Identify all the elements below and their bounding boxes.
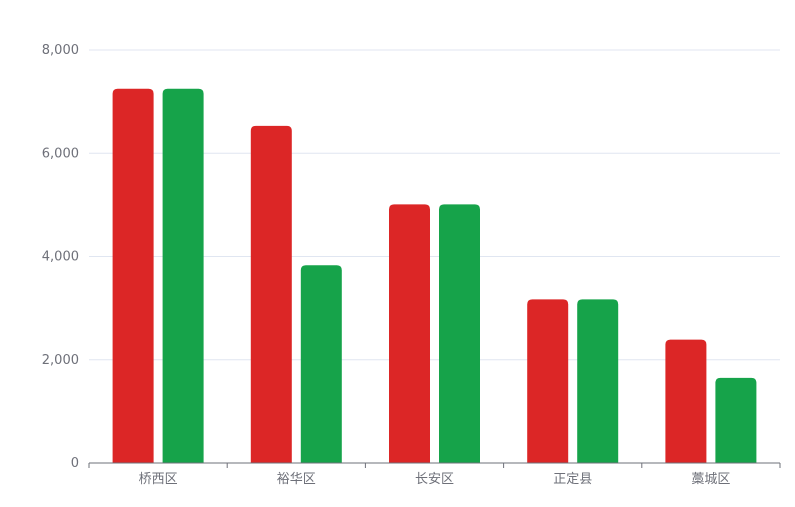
y-axis-tick-labels: 0 2,000 4,000 6,000 8,000 [42, 43, 79, 471]
x-axis [88, 462, 781, 468]
y-tick-label: 0 [71, 456, 79, 471]
x-axis-category-labels: 桥西区 裕华区 长安区 正定县 藁城区 [139, 472, 731, 487]
bar-series-1-3[interactable] [527, 299, 569, 463]
y-tick-label: 8,000 [42, 43, 79, 58]
bar-series-1-0[interactable] [112, 88, 154, 463]
bar-series-2-1[interactable] [300, 265, 342, 463]
bar-series-2-4[interactable] [715, 377, 757, 463]
bar-series-1-4[interactable] [665, 339, 707, 463]
x-category-label: 长安区 [415, 472, 454, 487]
x-category-label: 裕华区 [277, 472, 316, 487]
bars [112, 88, 757, 464]
y-tick-label: 2,000 [42, 353, 79, 368]
x-category-label: 正定县 [553, 472, 592, 487]
y-tick-label: 6,000 [42, 146, 79, 161]
bar-series-2-2[interactable] [439, 204, 480, 463]
bar-series-2-0[interactable] [162, 88, 204, 463]
x-category-label: 藁城区 [691, 472, 730, 487]
x-category-label: 桥西区 [139, 472, 178, 487]
bar-series-1-2[interactable] [389, 204, 430, 463]
grid-lines [89, 49, 780, 361]
bar-series-1-1[interactable] [250, 125, 292, 464]
bar-series-2-3[interactable] [577, 299, 619, 463]
y-tick-label: 4,000 [42, 250, 79, 265]
